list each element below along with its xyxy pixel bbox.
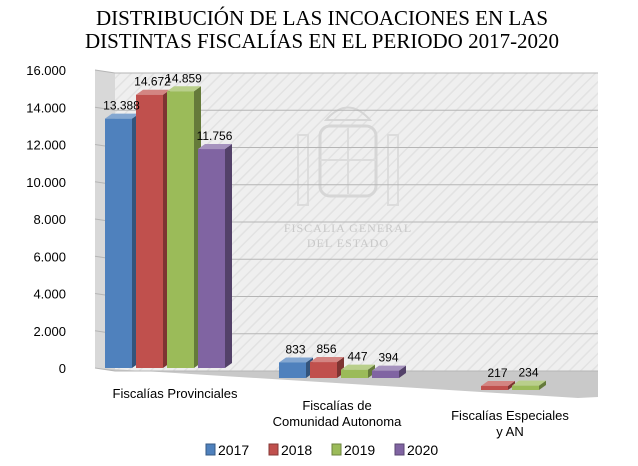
floor bbox=[95, 368, 598, 398]
bar-2019-2 bbox=[341, 364, 375, 378]
y-axis: 0 2.000 4.000 6.000 8.000 10.000 12.000 14.000 1… bbox=[26, 63, 66, 376]
legend-item-2020: 2020 bbox=[394, 442, 438, 458]
gridline bbox=[94, 69, 598, 74]
x-axis: Fiscalías Provinciales Fiscalías deComuni… bbox=[113, 386, 570, 439]
y-tick-label: 14.000 bbox=[26, 100, 66, 115]
data-label-2019-1: 14.859 bbox=[165, 71, 202, 85]
watermark-text-1: FISCALIA GENERAL bbox=[284, 221, 412, 235]
y-tick-label: 12.000 bbox=[26, 138, 66, 153]
y-tick-label: 4.000 bbox=[33, 287, 66, 302]
bar-2019-3 bbox=[512, 380, 546, 390]
category-label-3: y AN bbox=[496, 424, 523, 439]
chart-title-line-1: DISTRIBUCIÓN DE LAS INCOACIONES EN LAS bbox=[96, 6, 548, 30]
gridline bbox=[94, 367, 598, 372]
bar-2018-2 bbox=[310, 357, 344, 378]
data-label-2018-3: 217 bbox=[487, 366, 507, 380]
category-label-1: Fiscalías Provinciales bbox=[113, 386, 238, 401]
y-tick-label: 8.000 bbox=[33, 212, 66, 227]
crown-shape bbox=[323, 106, 373, 121]
data-label-2019-3: 234 bbox=[518, 366, 538, 380]
y-tick-label: 2.000 bbox=[33, 324, 66, 339]
legend-label: 2019 bbox=[344, 442, 375, 458]
data-label-2018-1: 14.672 bbox=[134, 75, 171, 89]
y-tick-label: 10.000 bbox=[26, 175, 66, 190]
bar-2018-3 bbox=[481, 380, 515, 390]
bar-2017-2 bbox=[279, 357, 313, 378]
y-tick-label: 0 bbox=[59, 361, 66, 376]
pillar-left-shape bbox=[297, 134, 309, 206]
gridline bbox=[94, 106, 598, 111]
data-label-2017-1: 13.388 bbox=[103, 99, 140, 113]
bar-2017-1 bbox=[105, 113, 139, 368]
legend-swatch bbox=[268, 443, 279, 456]
bars bbox=[105, 86, 546, 390]
watermark-text-2: DEL ESTADO bbox=[307, 236, 389, 250]
data-label-2019-2: 447 bbox=[347, 350, 367, 364]
legend-swatch bbox=[331, 443, 342, 456]
legend-label: 2020 bbox=[407, 442, 438, 458]
bar-2020-1 bbox=[198, 144, 232, 368]
category-label-2: Comunidad Autonoma bbox=[273, 414, 402, 429]
pillar-right-shape bbox=[387, 134, 399, 206]
category-label-2: Fiscalías de bbox=[302, 398, 371, 413]
legend-item-2017: 2017 bbox=[205, 442, 249, 458]
legend-item-2018: 2018 bbox=[268, 442, 312, 458]
legend-label: 2018 bbox=[281, 442, 312, 458]
chart-title: DISTRIBUCIÓN DE LAS INCOACIONES EN LASDI… bbox=[85, 6, 559, 53]
chart-title-line-2: DISTINTAS FISCALÍAS EN EL PERIODO 2017-2… bbox=[85, 29, 559, 53]
bar-2018-1 bbox=[136, 89, 170, 368]
bar-2020-2 bbox=[372, 365, 406, 378]
data-label-2020-1: 11.756 bbox=[197, 129, 233, 143]
data-label-2018-2: 856 bbox=[316, 342, 336, 356]
legend-item-2019: 2019 bbox=[331, 442, 375, 458]
y-tick-label: 16.000 bbox=[26, 63, 66, 78]
category-label-3: Fiscalías Especiales bbox=[451, 408, 569, 423]
legend: 2017 2018 2019 2020 bbox=[205, 442, 438, 458]
data-label-2020-2: 394 bbox=[378, 351, 398, 365]
legend-swatch bbox=[205, 443, 216, 456]
legend-label: 2017 bbox=[218, 442, 249, 458]
legend-swatch bbox=[394, 443, 405, 456]
y-tick-label: 6.000 bbox=[33, 249, 66, 264]
data-label-2017-2: 833 bbox=[285, 342, 305, 356]
